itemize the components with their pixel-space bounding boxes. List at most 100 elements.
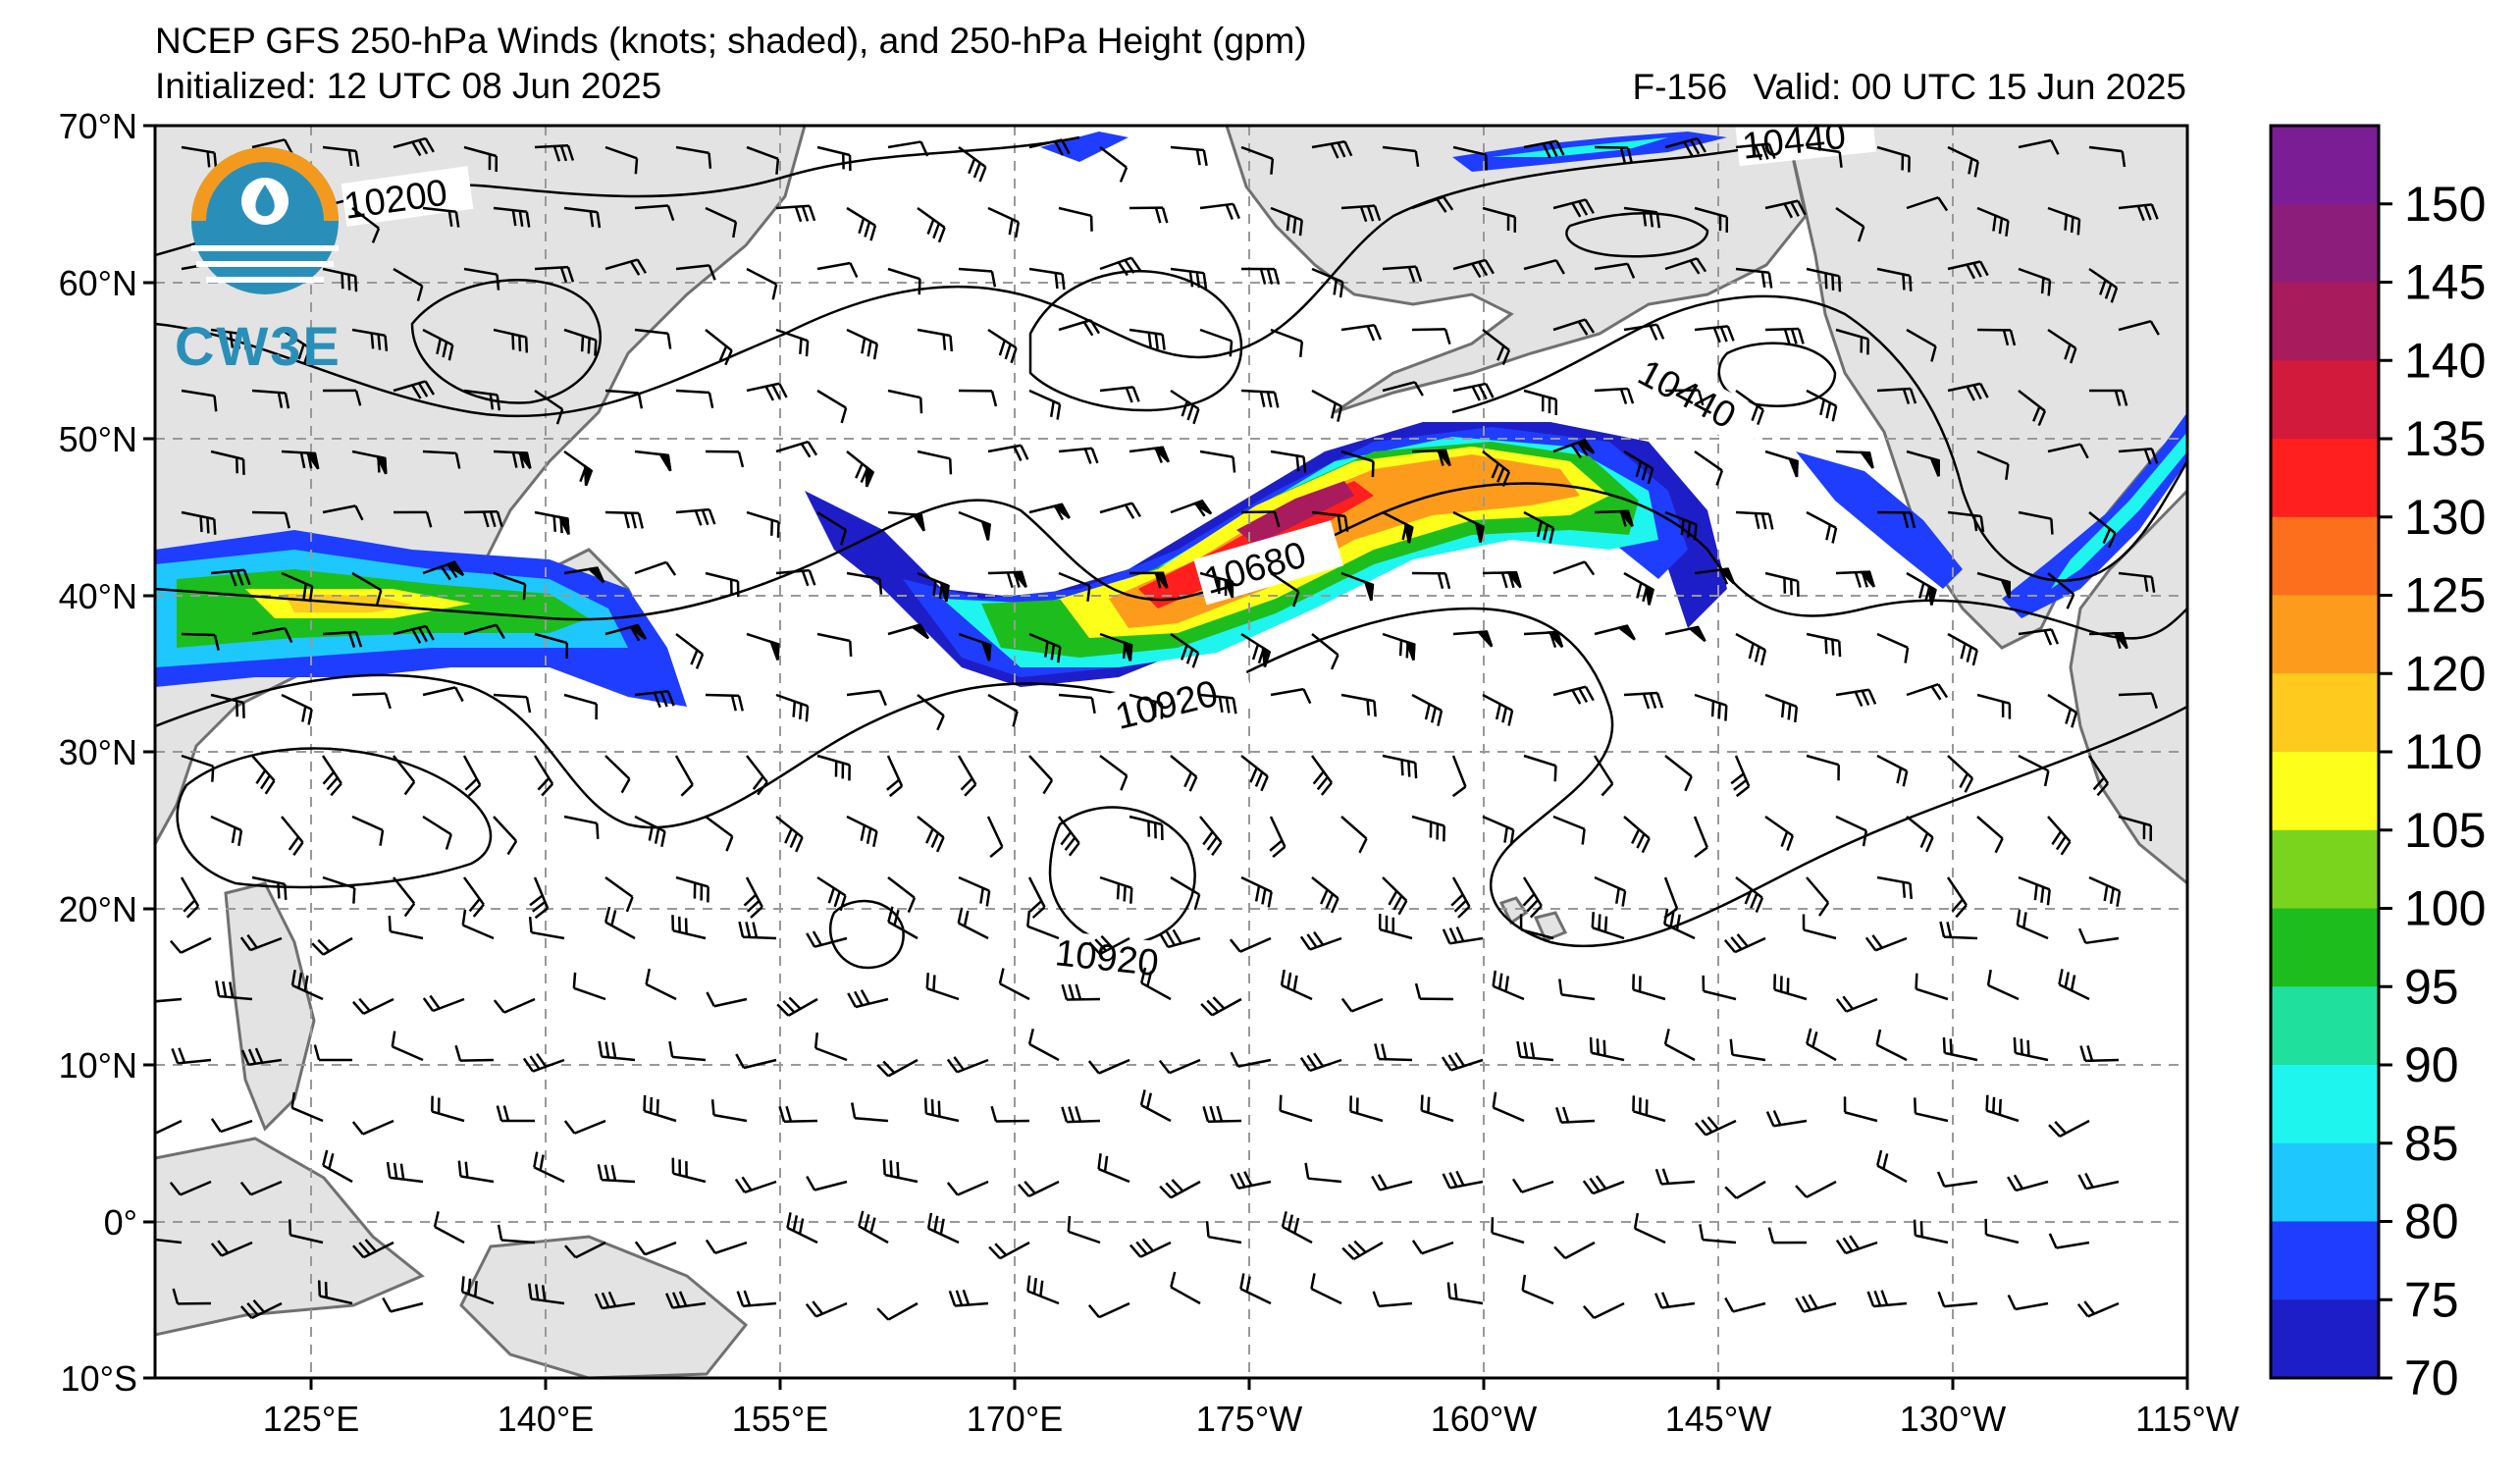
- wind-barb-feather: [537, 777, 551, 791]
- wind-barb-staff: [917, 816, 945, 839]
- wind-barb-staff: [281, 571, 313, 588]
- wind-barb-feather: [743, 893, 758, 907]
- wind-barb-feather: [1061, 1106, 1069, 1123]
- wind-barb-staff: [672, 928, 707, 940]
- colorbar-segment: [2271, 282, 2379, 361]
- wind-barb-staff: [1170, 755, 1198, 778]
- wind-barb-staff: [1028, 1042, 1060, 1062]
- wind-barb-staff: [533, 755, 554, 785]
- wind-barb-staff: [322, 267, 356, 278]
- wind-barb-staff: [281, 816, 304, 844]
- wind-barb-staff: [1735, 510, 1770, 516]
- wind-barb-staff: [422, 815, 452, 836]
- wind-barb-feather: [1484, 154, 1489, 171]
- wind-barb-feather: [771, 384, 781, 400]
- wind-barb-staff: [958, 267, 993, 273]
- wind-barb-feather: [882, 1060, 896, 1074]
- wind-barb-staff: [2018, 510, 2052, 520]
- wind-barb-feather: [800, 443, 812, 458]
- wind-barb-feather: [1272, 845, 1286, 859]
- wind-barb-staff: [462, 876, 485, 906]
- wind-barb-feather: [2070, 347, 2077, 364]
- wind-barb-feather: [1139, 1089, 1146, 1106]
- wind-barb-feather: [1696, 257, 1707, 273]
- wind-barb-feather: [1485, 383, 1495, 398]
- wind-barb-feather: [1161, 334, 1166, 350]
- wind-barb-staff: [1844, 1111, 1878, 1123]
- wind-barb-feather: [798, 1218, 805, 1235]
- logo-sun-arc: [191, 147, 339, 221]
- wind-barb-staff: [251, 510, 287, 514]
- wind-barb-feather: [964, 783, 977, 797]
- wind-barb-feather: [750, 906, 763, 919]
- wind-barb-feather: [705, 1239, 716, 1254]
- lat-label-70n: 70°N: [59, 106, 137, 146]
- wind-barb-feather: [1337, 405, 1343, 422]
- wind-barb-staff: [493, 693, 528, 699]
- wind-barb-feather: [213, 152, 218, 169]
- wind-barb-feather: [876, 1307, 890, 1321]
- wind-barb-feather: [1181, 400, 1188, 417]
- lat-label-30n: 30°N: [59, 732, 137, 772]
- colorbar-segment: [2271, 673, 2379, 753]
- wind-barb-staff: [816, 875, 847, 897]
- wind-barb-feather: [464, 777, 478, 791]
- wind-barb-feather: [1448, 927, 1458, 943]
- wind-barb-feather: [2070, 216, 2074, 234]
- wind-barb-staff: [1664, 1042, 1696, 1062]
- colorbar-tick-label: 135: [2404, 411, 2486, 466]
- wind-barb-feather: [1042, 779, 1054, 795]
- wind-barb-feather: [1325, 893, 1335, 910]
- wind-barb-feather: [1857, 226, 1865, 242]
- wind-barb-feather: [417, 382, 429, 397]
- wind-barb-feather: [1730, 936, 1743, 951]
- wind-barb-staff: [1552, 318, 1586, 332]
- wind-barb-feather: [169, 1181, 182, 1196]
- wind-barb-feather: [239, 936, 252, 951]
- wind-barb-feather: [878, 690, 887, 707]
- wind-barb-feather: [326, 776, 339, 791]
- wind-barb-feather: [2066, 594, 2075, 609]
- wind-barb-staff: [604, 510, 640, 515]
- wind-barb-feather: [1082, 321, 1094, 337]
- wind-barb-staff: [503, 997, 536, 1014]
- wind-barb-feather: [1626, 388, 1635, 404]
- wind-barb-feather: [1867, 689, 1877, 705]
- wind-barb-feather: [472, 903, 485, 918]
- wind-barb-feather: [1780, 701, 1785, 718]
- wind-barb-feather: [1759, 649, 1767, 666]
- wind-barb-staff: [1099, 256, 1132, 271]
- wind-barb-feather: [896, 1161, 900, 1178]
- wind-barb-feather: [141, 1123, 151, 1135]
- wind-barb-staff: [1027, 1180, 1060, 1198]
- wind-barb-feather: [1024, 1180, 1036, 1194]
- wind-barb-feather: [1654, 1293, 1663, 1308]
- wind-barb-feather: [1873, 1290, 1882, 1306]
- contour-label-bg-2: [1735, 126, 1876, 167]
- wind-barb-staff: [1552, 198, 1587, 210]
- wind-barb-feather: [1020, 445, 1029, 460]
- wind-barb-staff: [1098, 1301, 1130, 1319]
- wind-barb-feather: [643, 1094, 647, 1111]
- wind-barb-feather: [1697, 390, 1705, 406]
- wind-barb-feather: [1441, 1056, 1452, 1072]
- wind-barb-staff: [2088, 267, 2118, 290]
- wind-barb-feather: [932, 975, 936, 991]
- wind-barb-feather: [1558, 979, 1563, 995]
- wind-barb-feather: [2051, 830, 2063, 846]
- wind-barb-staff: [2087, 755, 2110, 784]
- wind-barb-feather: [377, 334, 382, 350]
- wind-barb-feather: [1281, 1211, 1287, 1228]
- wind-barb-feather: [664, 1293, 674, 1308]
- wind-barb-staff: [1876, 754, 1908, 772]
- lon-labels: 125°E 140°E 155°E 170°E 175°W 160°W 145°…: [263, 1399, 2239, 1439]
- wind-barb-feather: [776, 521, 780, 538]
- wind-barb-feather: [604, 906, 611, 923]
- wind-barb-staff: [1806, 632, 1840, 643]
- wind-barb-feather: [598, 1040, 604, 1057]
- wind-barb-feather: [1701, 1119, 1713, 1134]
- land-asia: [155, 126, 807, 845]
- wind-barb-feather: [666, 690, 675, 707]
- wind-barb-feather: [370, 333, 375, 349]
- wind-barb-feather: [284, 138, 293, 155]
